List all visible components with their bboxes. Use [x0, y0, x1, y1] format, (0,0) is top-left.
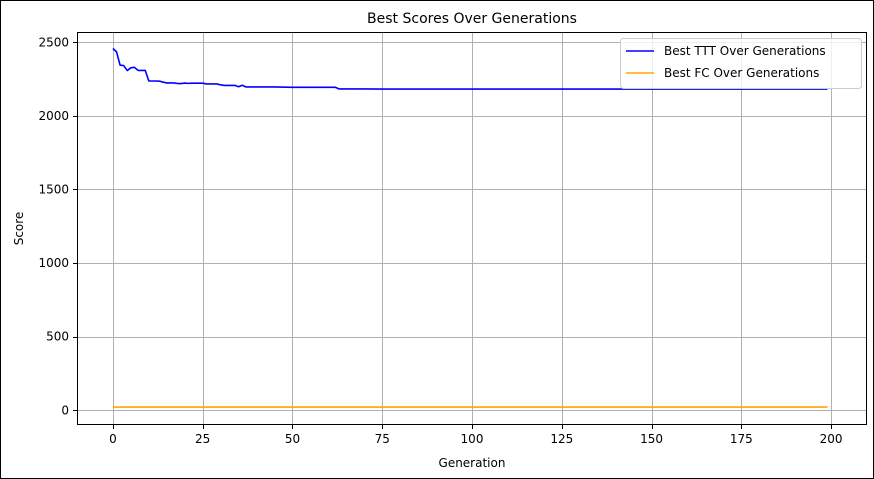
x-tick-label: 125 [550, 432, 573, 446]
series-line-ttt [112, 47, 828, 90]
x-tick-label: 200 [820, 432, 843, 446]
y-tick-label: 0 [61, 403, 69, 417]
y-tick-label: 1000 [38, 256, 69, 270]
x-tick-label: 100 [461, 432, 484, 446]
legend-label-fc: Best FC Over Generations [664, 66, 819, 80]
x-axis-label: Generation [439, 456, 506, 470]
x-tick-label: 25 [195, 432, 210, 446]
y-tick-label: 1500 [38, 182, 69, 196]
y-axis-label: Score [12, 212, 26, 246]
x-tick-label: 150 [640, 432, 663, 446]
y-tick-label: 2000 [38, 109, 69, 123]
legend-box [620, 38, 862, 89]
y-tick-label: 500 [46, 330, 69, 344]
y-tick-label: 2500 [38, 35, 69, 49]
chart-title: Best Scores Over Generations [367, 11, 577, 27]
legend: Best TTT Over Generations Best FC Over G… [620, 38, 862, 89]
x-tick-label: 175 [730, 432, 753, 446]
grid-lines [77, 32, 867, 425]
x-tick-label: 0 [109, 432, 117, 446]
plot-border [77, 32, 867, 425]
x-tick-label: 50 [285, 432, 300, 446]
tick-layer: 0 25 50 75 100 125 150 175 200050010001500200025… [38, 35, 842, 446]
series-layer [112, 47, 828, 408]
legend-label-ttt: Best TTT Over Generations [664, 44, 826, 58]
x-tick-label: 75 [375, 432, 390, 446]
